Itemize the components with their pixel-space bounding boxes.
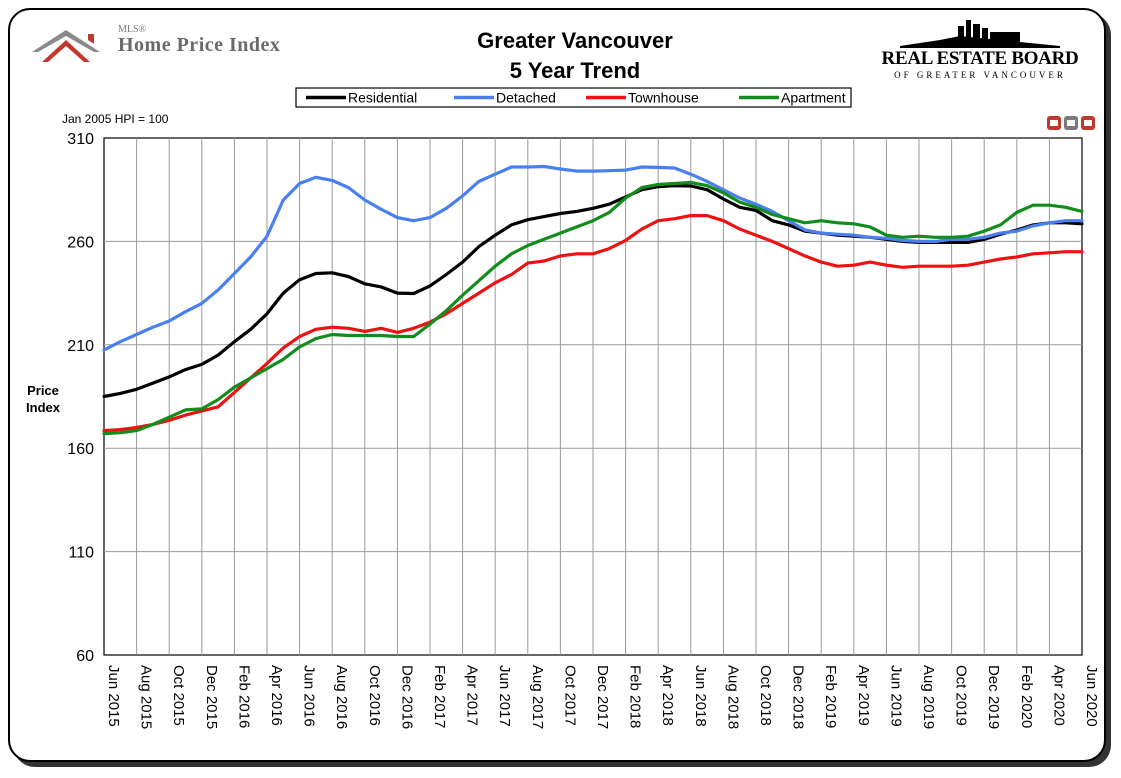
x-tick-label: Jun 2016 [301, 665, 318, 727]
x-tick-label: Jun 2018 [692, 665, 709, 727]
x-tick-label: Aug 2016 [333, 665, 350, 729]
x-tick-label: Apr 2017 [464, 665, 481, 726]
x-tick-label: Feb 2019 [822, 665, 839, 728]
x-tick-label: Oct 2018 [757, 665, 774, 726]
chart-title-line1: Greater Vancouver [477, 28, 673, 53]
board-name: REAL ESTATE BOARD [881, 48, 1079, 69]
y-tick-label: 110 [68, 545, 94, 562]
x-tick-label: Jun 2019 [887, 665, 904, 727]
y-tick-label: 210 [67, 338, 94, 355]
x-tick-label: Dec 2018 [790, 665, 807, 729]
hpi-base-note: Jan 2005 HPI = 100 [62, 112, 169, 126]
x-tick-label: Oct 2019 [953, 665, 970, 726]
grid [103, 137, 1083, 656]
x-axis-ticks: Jun 2015 Aug 2015 Oct 2015 Dec 2015 Feb 2016… [105, 665, 1100, 729]
x-tick-label: Apr 2020 [1050, 665, 1067, 726]
legend: Residential Detached Townhouse Apartment [295, 87, 852, 108]
x-tick-label: Dec 2017 [594, 665, 611, 729]
x-tick-label: Dec 2015 [203, 665, 220, 729]
x-tick-label: Dec 2016 [398, 665, 415, 729]
x-tick-label: Feb 2017 [431, 665, 448, 728]
hpi-logo-text: Home Price Index [118, 34, 281, 56]
y-tick-label: 310 [67, 131, 94, 148]
x-tick-label: Aug 2018 [724, 665, 741, 729]
y-axis-label-line2: Index [26, 400, 60, 415]
hpi-logo [28, 22, 318, 72]
x-tick-label: Aug 2019 [920, 665, 937, 729]
series-line-apartment [102, 180, 1084, 436]
y-axis-label-line1: Price [27, 383, 59, 398]
legend-label-residential: Residential [348, 90, 417, 106]
x-tick-label: Jun 2015 [105, 665, 122, 727]
chart-title-line2: 5 Year Trend [509, 58, 641, 83]
x-tick-label: Feb 2016 [235, 665, 252, 728]
x-tick-label: Aug 2015 [138, 665, 155, 729]
y-tick-label: 260 [67, 234, 94, 251]
series-line-detached [102, 164, 1084, 352]
x-tick-label: Oct 2016 [366, 665, 383, 726]
board-subtitle: OF GREATER VANCOUVER [894, 70, 1066, 80]
mls-logo-icon [1047, 116, 1095, 130]
chart-title: Greater Vancouver 5 Year Trend [420, 26, 730, 86]
series-lines [102, 164, 1084, 436]
y-tick-label: 60 [76, 648, 94, 665]
legend-box [295, 87, 852, 108]
x-tick-label: Apr 2018 [659, 665, 676, 726]
hpi-logo-small-text: MLS® [118, 24, 147, 35]
series-line-townhouse [102, 214, 1084, 433]
city-skyline-icon [900, 20, 1060, 48]
x-tick-label: Oct 2017 [561, 665, 578, 726]
x-tick-label: Feb 2018 [627, 665, 644, 728]
x-tick-label: Apr 2019 [855, 665, 872, 726]
x-tick-label: Apr 2016 [268, 665, 285, 726]
y-axis-ticks: 310 260 210 160 110 60 [67, 131, 94, 665]
x-tick-label: Jun 2020 [1083, 665, 1100, 727]
legend-label-detached: Detached [496, 90, 556, 106]
y-axis-label: Price Index [18, 382, 68, 416]
legend-label-apartment: Apartment [781, 90, 846, 106]
x-tick-label: Feb 2020 [1018, 665, 1035, 728]
y-tick-label: 160 [67, 441, 94, 458]
x-tick-label: Oct 2015 [170, 665, 187, 726]
x-tick-label: Jun 2017 [496, 665, 513, 727]
x-tick-label: Dec 2019 [985, 665, 1002, 729]
legend-label-townhouse: Townhouse [628, 90, 699, 106]
house-roof-icon [32, 30, 100, 62]
x-tick-label: Aug 2017 [529, 665, 546, 729]
